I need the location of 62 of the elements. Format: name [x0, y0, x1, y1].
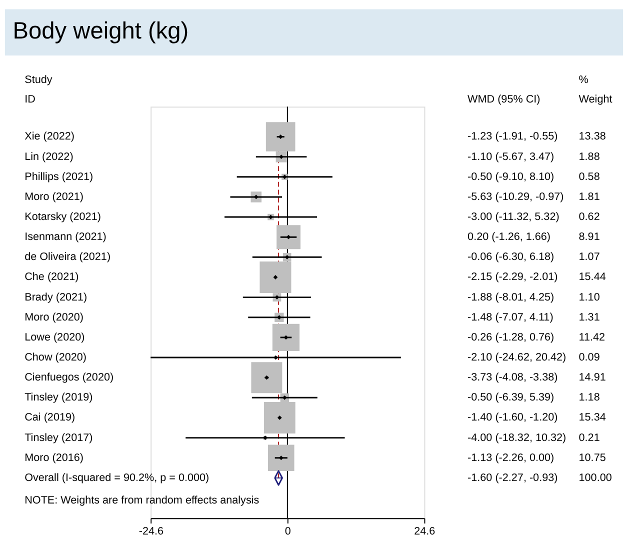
text: NOTE: Weights are from random effects analysis: [24, 494, 260, 506]
y-tick-label: Cai (2019): [24, 412, 76, 424]
text: 10.75: [578, 452, 606, 464]
y-tick-label: Lin (2022): [24, 150, 74, 163]
text: 0.58: [578, 170, 600, 183]
text: -0.06 (-6.30, 6.18): [468, 251, 554, 264]
text: 14.91: [578, 372, 606, 384]
text: 0.20 (-1.26, 1.66): [468, 231, 551, 244]
y-tick-label: Che (2021): [24, 271, 79, 284]
text: -4.00 (-18.32, 10.32): [468, 432, 566, 444]
y-tick-label: Moro (2021): [24, 190, 84, 203]
text: -3.73 (-4.08, -3.38): [468, 372, 558, 384]
text: -1.48 (-7.07, 4.11): [468, 311, 554, 324]
chart-title: Body weight (kg): [12, 18, 189, 45]
y-tick-label: Cienfuegos (2020): [24, 372, 114, 384]
x-tick-label: 24.6: [414, 525, 436, 538]
text: -0.50 (-9.10, 8.10): [468, 170, 554, 183]
text: 1.10: [578, 291, 600, 304]
y-tick-label: de Oliveira (2021): [24, 251, 111, 264]
text: -0.26 (-1.28, 0.76): [468, 331, 554, 344]
text: 1.81: [578, 190, 600, 203]
y-tick-label: Phillips (2021): [24, 170, 94, 183]
text: 11.42: [578, 331, 606, 344]
y-tick-label: Moro (2020): [24, 311, 84, 324]
text: -1.13 (-2.26, 0.00): [468, 452, 554, 464]
text: 15.44: [578, 271, 606, 284]
text: -1.60 (-2.27, -0.93): [468, 472, 558, 484]
text: -0.50 (-6.39, 5.39): [468, 392, 554, 404]
y-tick-label: Chow (2020): [24, 351, 87, 364]
text: -5.63 (-10.29, -0.97): [468, 190, 564, 203]
y-tick-label: Kotarsky (2021): [24, 210, 101, 223]
y-tick-label: Isenmann (2021): [24, 231, 106, 244]
text: 1.18: [578, 392, 600, 404]
y-axis-title: Study ID: [24, 74, 53, 106]
text: 0.09: [578, 351, 600, 364]
text: 0.62: [578, 210, 600, 223]
y-tick-label: Brady (2021): [24, 291, 88, 304]
x-tick-label: -24.6: [138, 525, 164, 538]
text: 8.91: [578, 231, 600, 244]
text: -1.23 (-1.91, -0.55): [468, 130, 558, 143]
text: 13.38: [578, 130, 606, 143]
y-tick-label: Tinsley (2017): [24, 432, 93, 444]
text: -1.40 (-1.60, -1.20): [468, 412, 558, 424]
text: -3.00 (-11.32, 5.32): [468, 210, 560, 223]
text: 1.31: [578, 311, 600, 324]
x-tick-label: 0: [284, 525, 291, 538]
text: 1.88: [578, 150, 600, 163]
text: -2.15 (-2.29, -2.01): [468, 271, 558, 284]
y-tick-label: Overall (I-squared = 90.2%, p = 0.000): [24, 472, 210, 484]
y-tick-label: Xie (2022): [24, 130, 74, 143]
text: -1.88 (-8.01, 4.25): [468, 291, 554, 304]
text: 0.21: [578, 432, 600, 444]
text: 15.34: [578, 412, 606, 424]
y-tick-label: Lowe (2020): [24, 331, 85, 344]
text: % Weight: [578, 74, 612, 106]
text: WMD (95% CI): [468, 94, 540, 106]
text: -1.10 (-5.67, 3.47): [468, 150, 554, 163]
y-tick-label: Tinsley (2019): [24, 392, 93, 404]
text: 1.07: [578, 251, 600, 264]
text: -2.10 (-24.62, 20.42): [468, 351, 566, 364]
y-tick-label: Moro (2016): [24, 452, 84, 464]
text: 100.00: [578, 472, 612, 484]
